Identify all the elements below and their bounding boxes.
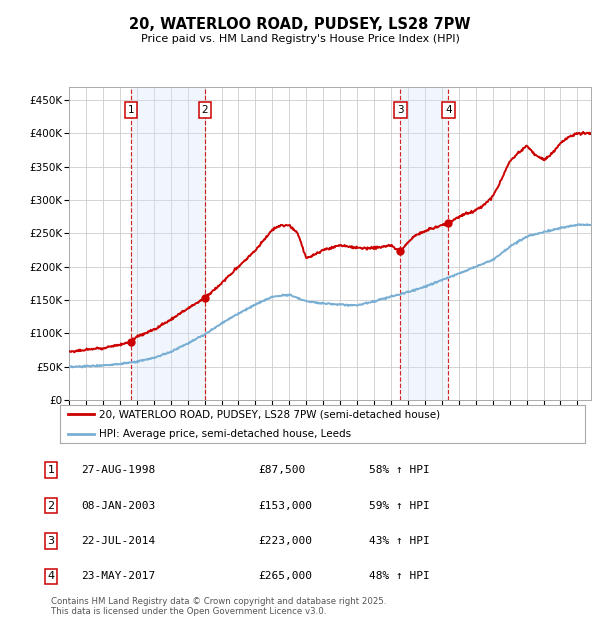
Text: 43% ↑ HPI: 43% ↑ HPI	[369, 536, 430, 546]
Text: Price paid vs. HM Land Registry's House Price Index (HPI): Price paid vs. HM Land Registry's House …	[140, 34, 460, 44]
Text: 2: 2	[202, 105, 208, 115]
Text: 23-MAY-2017: 23-MAY-2017	[81, 571, 155, 582]
Text: 4: 4	[445, 105, 452, 115]
Text: 22-JUL-2014: 22-JUL-2014	[81, 536, 155, 546]
Bar	[400, 87, 448, 400]
Text: 59% ↑ HPI: 59% ↑ HPI	[369, 500, 430, 511]
Text: 3: 3	[397, 105, 404, 115]
Text: 20, WATERLOO ROAD, PUDSEY, LS28 7PW (semi-detached house): 20, WATERLOO ROAD, PUDSEY, LS28 7PW (sem…	[100, 409, 440, 420]
Text: 20, WATERLOO ROAD, PUDSEY, LS28 7PW: 20, WATERLOO ROAD, PUDSEY, LS28 7PW	[129, 17, 471, 32]
Text: HPI: Average price, semi-detached house, Leeds: HPI: Average price, semi-detached house,…	[100, 428, 352, 439]
Text: 1: 1	[128, 105, 134, 115]
Text: 3: 3	[47, 536, 55, 546]
Text: Contains HM Land Registry data © Crown copyright and database right 2025.
This d: Contains HM Land Registry data © Crown c…	[51, 597, 386, 616]
Text: £265,000: £265,000	[258, 571, 312, 582]
Text: 58% ↑ HPI: 58% ↑ HPI	[369, 465, 430, 476]
Text: 1: 1	[47, 465, 55, 476]
Text: 27-AUG-1998: 27-AUG-1998	[81, 465, 155, 476]
Text: £223,000: £223,000	[258, 536, 312, 546]
Text: 4: 4	[47, 571, 55, 582]
Text: £153,000: £153,000	[258, 500, 312, 511]
Bar	[131, 87, 205, 400]
Text: £87,500: £87,500	[258, 465, 305, 476]
Text: 48% ↑ HPI: 48% ↑ HPI	[369, 571, 430, 582]
Text: 08-JAN-2003: 08-JAN-2003	[81, 500, 155, 511]
Text: 2: 2	[47, 500, 55, 511]
